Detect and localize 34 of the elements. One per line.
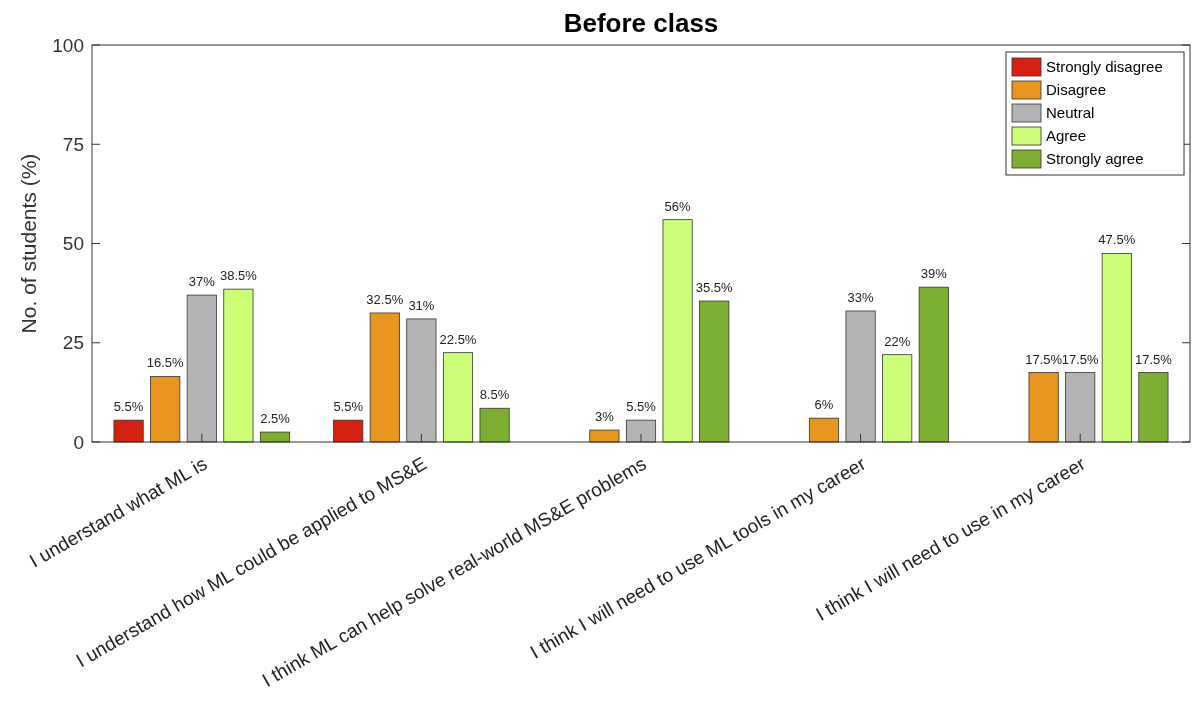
- legend-label: Strongly agree: [1046, 150, 1144, 168]
- y-tick-label: 25: [62, 332, 84, 354]
- data-label: 6%: [814, 397, 834, 413]
- data-label: 22.5%: [439, 331, 477, 347]
- legend-label: Disagree: [1046, 81, 1107, 99]
- data-label: 8.5%: [479, 387, 510, 403]
- data-label: 39%: [920, 266, 948, 282]
- data-label: 17.5%: [1134, 351, 1173, 367]
- data-label: 3%: [595, 409, 615, 425]
- y-tick-label: 75: [62, 133, 84, 155]
- chart-title: Before class: [563, 8, 719, 38]
- data-label: 56%: [664, 198, 692, 214]
- legend-label: Strongly disagree: [1046, 58, 1163, 76]
- data-label: 37%: [188, 274, 216, 290]
- data-label: 17.5%: [1061, 351, 1100, 367]
- data-label: 32.5%: [366, 291, 404, 307]
- legend-label: Agree: [1046, 127, 1087, 145]
- data-label: 2.5%: [260, 411, 291, 427]
- y-axis-title: No. of students (%): [17, 153, 40, 334]
- data-label: 35.5%: [695, 280, 734, 296]
- data-label: 17.5%: [1025, 351, 1063, 367]
- data-label: 16.5%: [146, 355, 185, 371]
- data-label: 5.5%: [333, 399, 364, 415]
- data-label: 5.5%: [113, 399, 144, 415]
- data-label: 31%: [408, 297, 435, 313]
- legend-label: Neutral: [1046, 104, 1095, 122]
- data-label: 22%: [884, 333, 911, 349]
- data-label: 33%: [847, 289, 875, 305]
- y-tick-label: 0: [73, 431, 84, 453]
- y-tick-label: 100: [52, 34, 84, 56]
- data-label: 38.5%: [219, 268, 258, 284]
- data-label: 47.5%: [1098, 232, 1136, 248]
- data-label: 5.5%: [626, 399, 657, 415]
- y-tick-label: 50: [62, 233, 84, 255]
